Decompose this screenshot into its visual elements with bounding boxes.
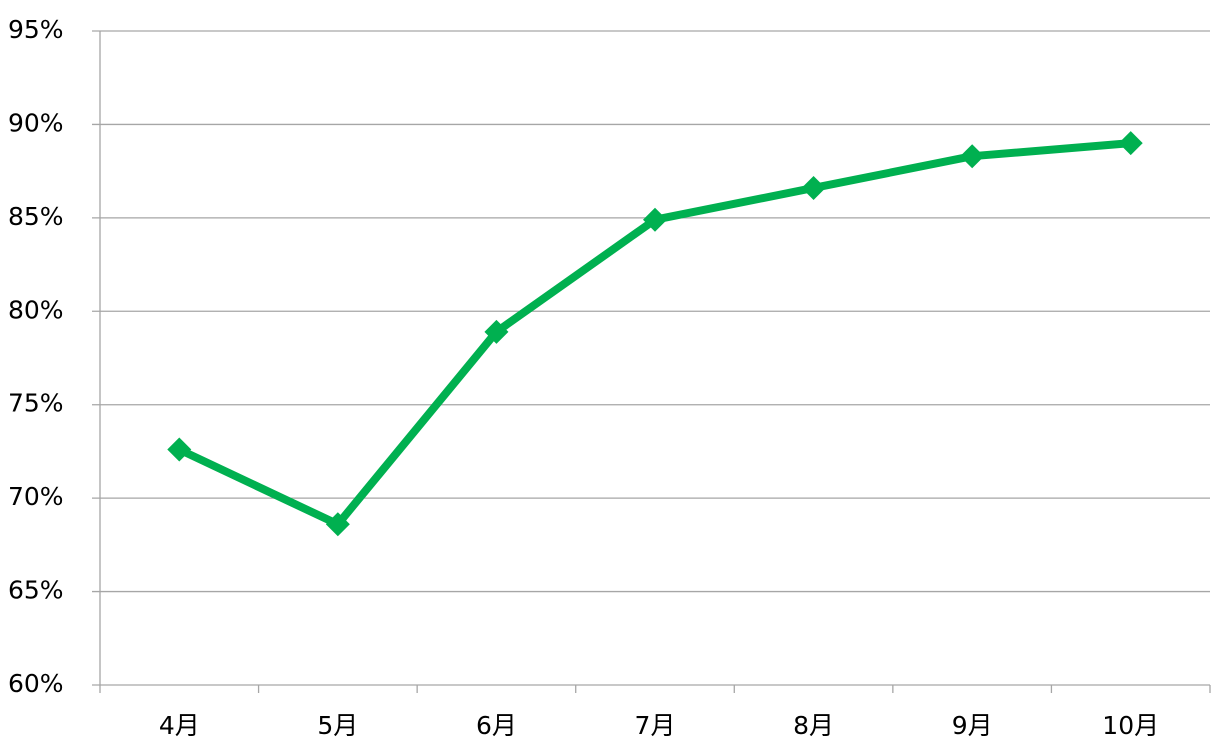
- y-tick-label: 60%: [8, 669, 64, 698]
- marker: [643, 207, 667, 232]
- x-tick-label: 4月: [159, 711, 200, 740]
- marker: [484, 319, 509, 344]
- marker: [325, 512, 350, 537]
- y-tick-label: 65%: [8, 576, 64, 605]
- y-tick-label: 90%: [8, 108, 64, 137]
- marker: [1118, 131, 1143, 156]
- y-tick-label: 85%: [8, 202, 64, 231]
- y-tick-label: 80%: [8, 295, 64, 324]
- y-tick-label: 75%: [8, 389, 64, 418]
- marker: [801, 175, 826, 200]
- x-tick-label: 8月: [793, 711, 834, 740]
- y-tick-label: 95%: [8, 15, 64, 44]
- x-tick-label: 6月: [476, 711, 517, 740]
- x-tick-label: 9月: [952, 711, 993, 740]
- line: [177, 139, 1132, 529]
- marker: [167, 437, 192, 462]
- y-tick-label: 70%: [8, 482, 64, 511]
- x-tick-label: 5月: [317, 711, 358, 740]
- x-tick-label: 7月: [635, 711, 676, 740]
- x-tick-label: 10月: [1102, 711, 1159, 740]
- marker: [960, 144, 985, 169]
